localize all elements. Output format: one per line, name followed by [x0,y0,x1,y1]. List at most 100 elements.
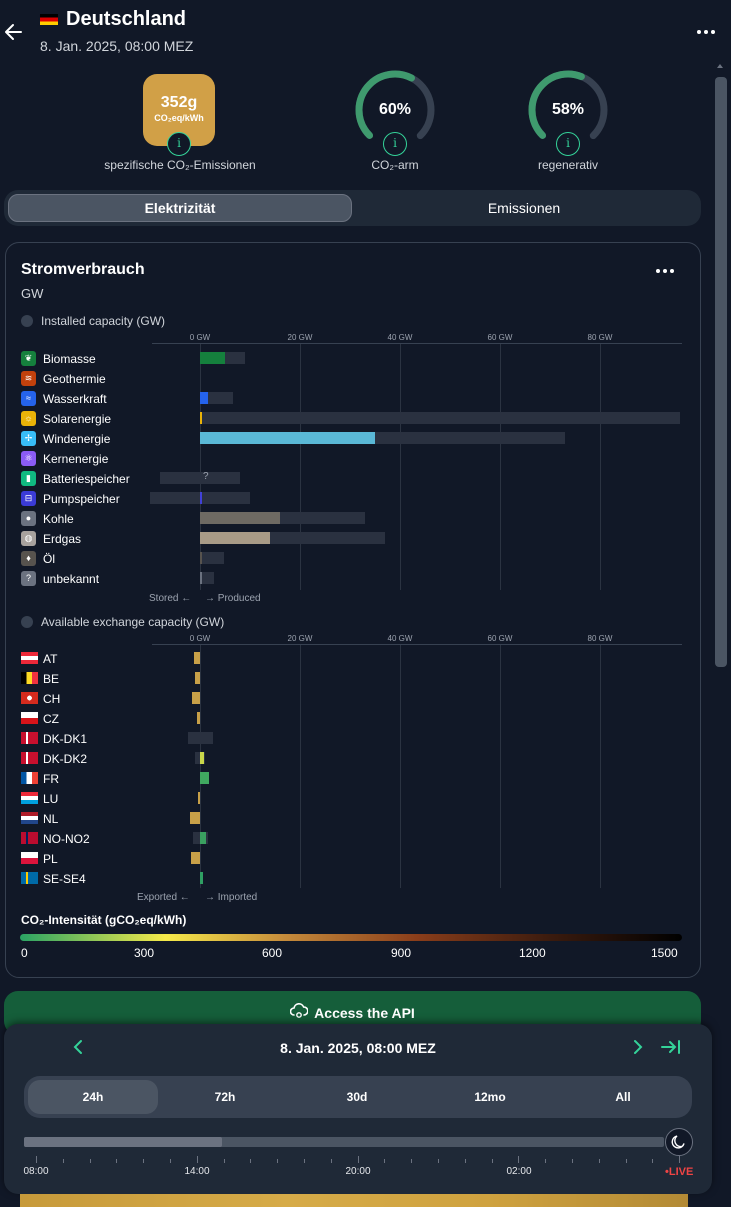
legend-tick: 0 [21,946,28,960]
imported-note: → Imported [205,892,258,903]
flag-icon [21,792,38,804]
gridline [300,343,301,590]
production-bar [200,512,280,524]
source-label: Solarenergie [43,412,112,426]
timeline-tick [250,1159,252,1163]
map-preview [20,1194,688,1207]
range-72h-button[interactable]: 72h [214,1090,236,1104]
timeline-slider-fill [24,1137,223,1147]
axis-tick-label: 60 GW [487,634,513,643]
info-icon[interactable]: i [383,132,407,156]
gridline [400,343,401,590]
flag-icon [21,852,38,864]
timeline-tick [491,1159,493,1163]
zone-label: NO-NO2 [43,832,90,846]
legend-tick: 600 [262,946,283,960]
legend-tick: 300 [134,946,155,960]
axis-tick-label: 80 GW [587,333,613,342]
tab-emissions[interactable]: Emissionen [487,200,561,216]
zone-label: PL [43,852,58,866]
gas-icon: ◍ [21,531,36,546]
range-30d-button[interactable]: 30d [346,1090,368,1104]
timeline-tick [196,1156,198,1163]
low-carbon-ring [355,70,435,150]
exchange-toggle[interactable] [21,616,33,628]
capacity-bar [200,392,233,404]
production-bar [200,532,270,544]
zone-label: DK-DK2 [43,752,88,766]
timeline-tick [518,1156,520,1163]
production-bar [200,352,225,364]
low-carbon-value: 60% [378,101,412,118]
flag-icon [21,712,38,724]
axis-tick-label: 80 GW [587,634,613,643]
timeline-tick [143,1159,145,1163]
flag-icon [21,752,38,764]
production-bar [200,492,202,504]
flag-icon [21,812,38,824]
axis-line [152,644,682,645]
info-icon[interactable]: i [556,132,580,156]
exchange-bar [200,752,204,764]
co2-legend-gradient [20,934,682,941]
range-all-button[interactable]: All [615,1090,631,1104]
jump-to-latest-icon[interactable] [660,1038,682,1061]
flag-icon [21,872,38,884]
axis-tick-label: 60 GW [487,333,513,342]
scrollbar-thumb[interactable] [715,77,727,667]
source-label: Kernenergie [43,452,109,466]
exchange-capacity-bar [187,732,213,744]
info-icon[interactable]: i [167,132,191,156]
production-bar [200,392,208,404]
timeline-tick [116,1159,118,1163]
exchange-bar [192,692,200,704]
range-24h-button[interactable]: 24h [28,1080,158,1114]
timeline-tick [62,1159,64,1163]
more-options-icon[interactable] [697,30,715,34]
zone-label: NL [43,812,59,826]
source-label: Wasserkraft [43,392,107,406]
previous-arrow-icon[interactable] [72,1038,84,1061]
timeline-tick [357,1156,359,1163]
leaf-icon: ❦ [21,351,36,366]
flag-icon [21,692,38,704]
axis-line [152,343,682,344]
range-12mo-button[interactable]: 12mo [474,1090,506,1104]
zone-label: FR [43,772,59,786]
gridline [200,644,201,888]
installed-header: Installed capacity (GW) [41,314,166,328]
production-bar [200,572,202,584]
back-arrow-icon[interactable] [4,22,24,42]
moon-icon[interactable] [665,1128,693,1156]
timeline-tick [464,1159,466,1163]
timeline-tick [304,1159,305,1163]
gridline [200,343,201,590]
gridline [500,343,501,590]
timeline-tick [223,1159,225,1163]
heat-icon: ≋ [21,371,36,386]
oil-icon: ♦ [21,551,36,566]
timeline-slider[interactable] [24,1137,664,1147]
zone-title: Deutschland [66,8,187,30]
timeline-tick [170,1159,171,1163]
zone-label: DK-DK1 [43,732,88,746]
flag-icon [21,732,38,744]
live-indicator[interactable]: •LIVE [665,1166,694,1178]
renewable-ring [528,70,608,150]
time-label: 08:00 [23,1166,49,1177]
produced-note: → Produced [205,593,261,604]
capacity-bar [200,412,680,424]
legend-tick: 900 [391,946,412,960]
tab-electricity[interactable]: Elektrizität [8,194,352,222]
water-icon: ≈ [21,391,36,406]
card-options-icon[interactable] [656,269,674,273]
timeline-tick [679,1156,681,1163]
timeline-date: 8. Jan. 2025, 08:00 MEZ [280,1040,436,1056]
scroll-up-icon[interactable] [717,64,723,68]
time-label: 14:00 [184,1166,210,1177]
next-arrow-icon[interactable] [632,1038,644,1061]
source-label: Kohle [43,512,74,526]
card-title: Stromverbrauch [21,261,145,278]
installed-toggle[interactable] [21,315,33,327]
time-label: 02:00 [506,1166,532,1177]
